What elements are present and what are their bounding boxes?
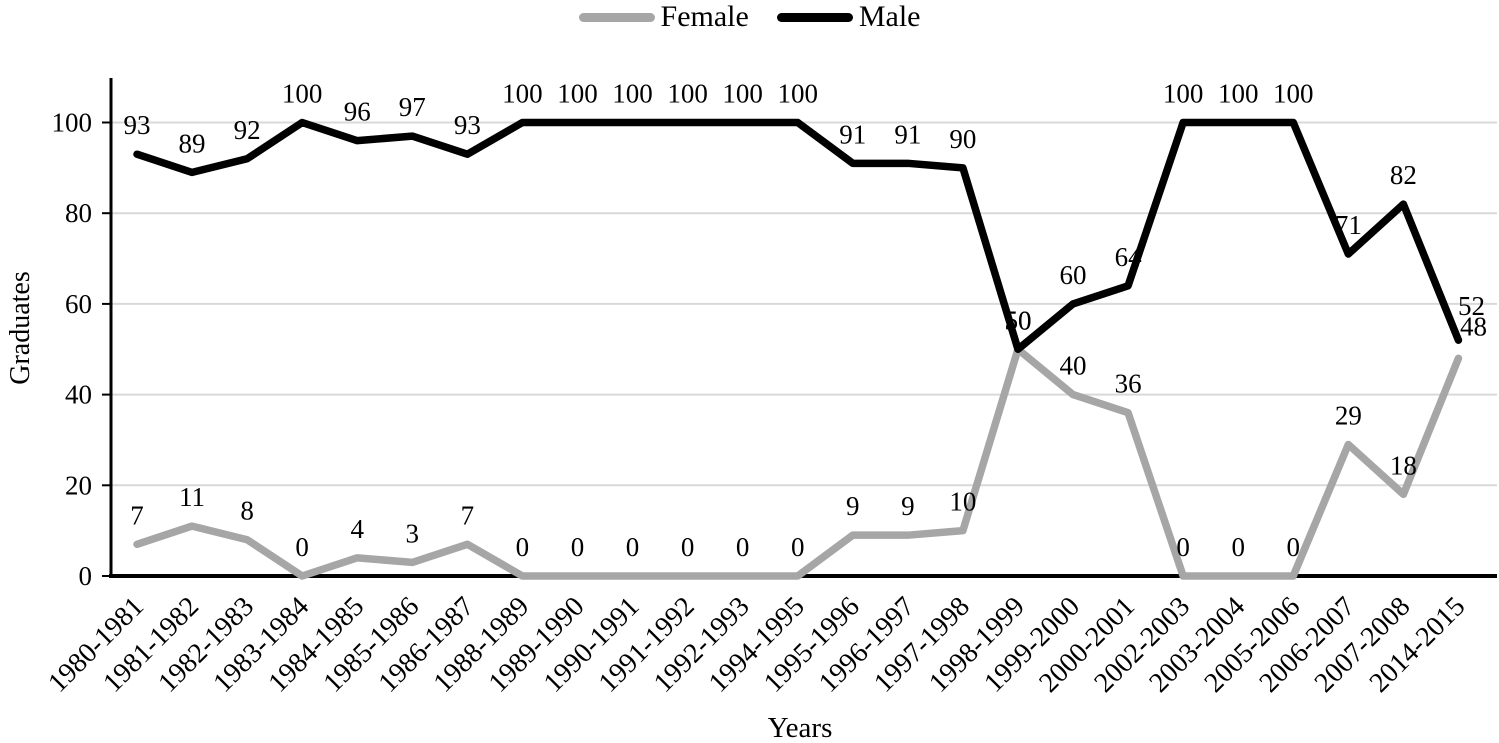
data-label-male: 100: [667, 79, 708, 109]
data-label-female: 9: [846, 491, 860, 521]
data-label-male: 100: [612, 79, 653, 109]
y-tick-label: 60: [65, 289, 92, 319]
data-label-male: 100: [282, 79, 323, 109]
data-label-female: 36: [1115, 369, 1142, 399]
data-label-male: 93: [124, 110, 151, 140]
female-series-swatch: [578, 12, 655, 22]
data-label-female: 40: [1060, 351, 1087, 381]
data-label-female: 0: [295, 532, 309, 562]
data-label-female: 0: [791, 532, 805, 562]
data-label-male: 50: [1004, 305, 1031, 335]
y-tick-label: 20: [65, 470, 92, 500]
male-series-swatch: [776, 12, 853, 22]
data-label-male: 64: [1115, 242, 1143, 272]
data-label-male: 96: [344, 97, 371, 127]
data-label-male: 100: [722, 79, 763, 109]
legend-label-male: Male: [858, 0, 921, 33]
data-label-male: 100: [557, 79, 598, 109]
data-label-male: 100: [1273, 79, 1314, 109]
data-label-female: 7: [461, 500, 475, 530]
data-label-female: 50: [1004, 305, 1031, 335]
legend: Female Male: [0, 0, 1499, 34]
data-label-female: 10: [949, 487, 976, 517]
data-label-female: 29: [1335, 400, 1362, 430]
data-label-male: 100: [1163, 79, 1204, 109]
data-label-female: 0: [1176, 532, 1190, 562]
y-tick-label: 40: [65, 380, 92, 410]
data-label-male: 100: [777, 79, 818, 109]
data-label-female: 0: [1231, 532, 1245, 562]
data-label-female: 0: [626, 532, 640, 562]
data-label-female: 0: [1287, 532, 1301, 562]
data-label-female: 4: [350, 514, 364, 544]
data-label-male: 91: [839, 119, 866, 149]
data-label-female: 48: [1460, 311, 1487, 341]
data-label-male: 60: [1060, 260, 1087, 290]
data-label-male: 92: [234, 115, 261, 145]
data-label-female: 7: [130, 500, 144, 530]
data-label-female: 0: [516, 532, 530, 562]
y-tick-label: 100: [52, 108, 93, 138]
data-label-male: 90: [949, 124, 976, 154]
data-label-male: 100: [1218, 79, 1259, 109]
data-label-female: 8: [240, 496, 254, 526]
data-label-female: 0: [681, 532, 695, 562]
data-label-male: 52: [1458, 291, 1485, 321]
female-line: [133, 345, 1463, 580]
legend-label-female: Female: [660, 0, 749, 33]
data-label-male: 82: [1390, 160, 1417, 190]
data-label-female: 0: [571, 532, 585, 562]
legend-item-male: Male: [776, 0, 921, 33]
data-label-male: 100: [502, 79, 543, 109]
data-label-male: 71: [1335, 210, 1362, 240]
data-label-female: 3: [406, 518, 420, 548]
data-label-female: 0: [736, 532, 750, 562]
data-label-male: 91: [894, 119, 921, 149]
data-label-female: 18: [1390, 450, 1417, 480]
y-tick-label: 0: [79, 561, 93, 591]
legend-item-female: Female: [578, 0, 749, 33]
x-axis-title: Years: [767, 712, 833, 743]
data-label-male: 93: [454, 110, 481, 140]
data-label-male: 89: [179, 128, 206, 158]
data-label-female: 11: [179, 482, 205, 512]
male-line: [133, 118, 1463, 353]
data-label-female: 9: [901, 491, 915, 521]
data-label-male: 97: [399, 92, 426, 122]
y-tick-label: 80: [65, 198, 92, 228]
